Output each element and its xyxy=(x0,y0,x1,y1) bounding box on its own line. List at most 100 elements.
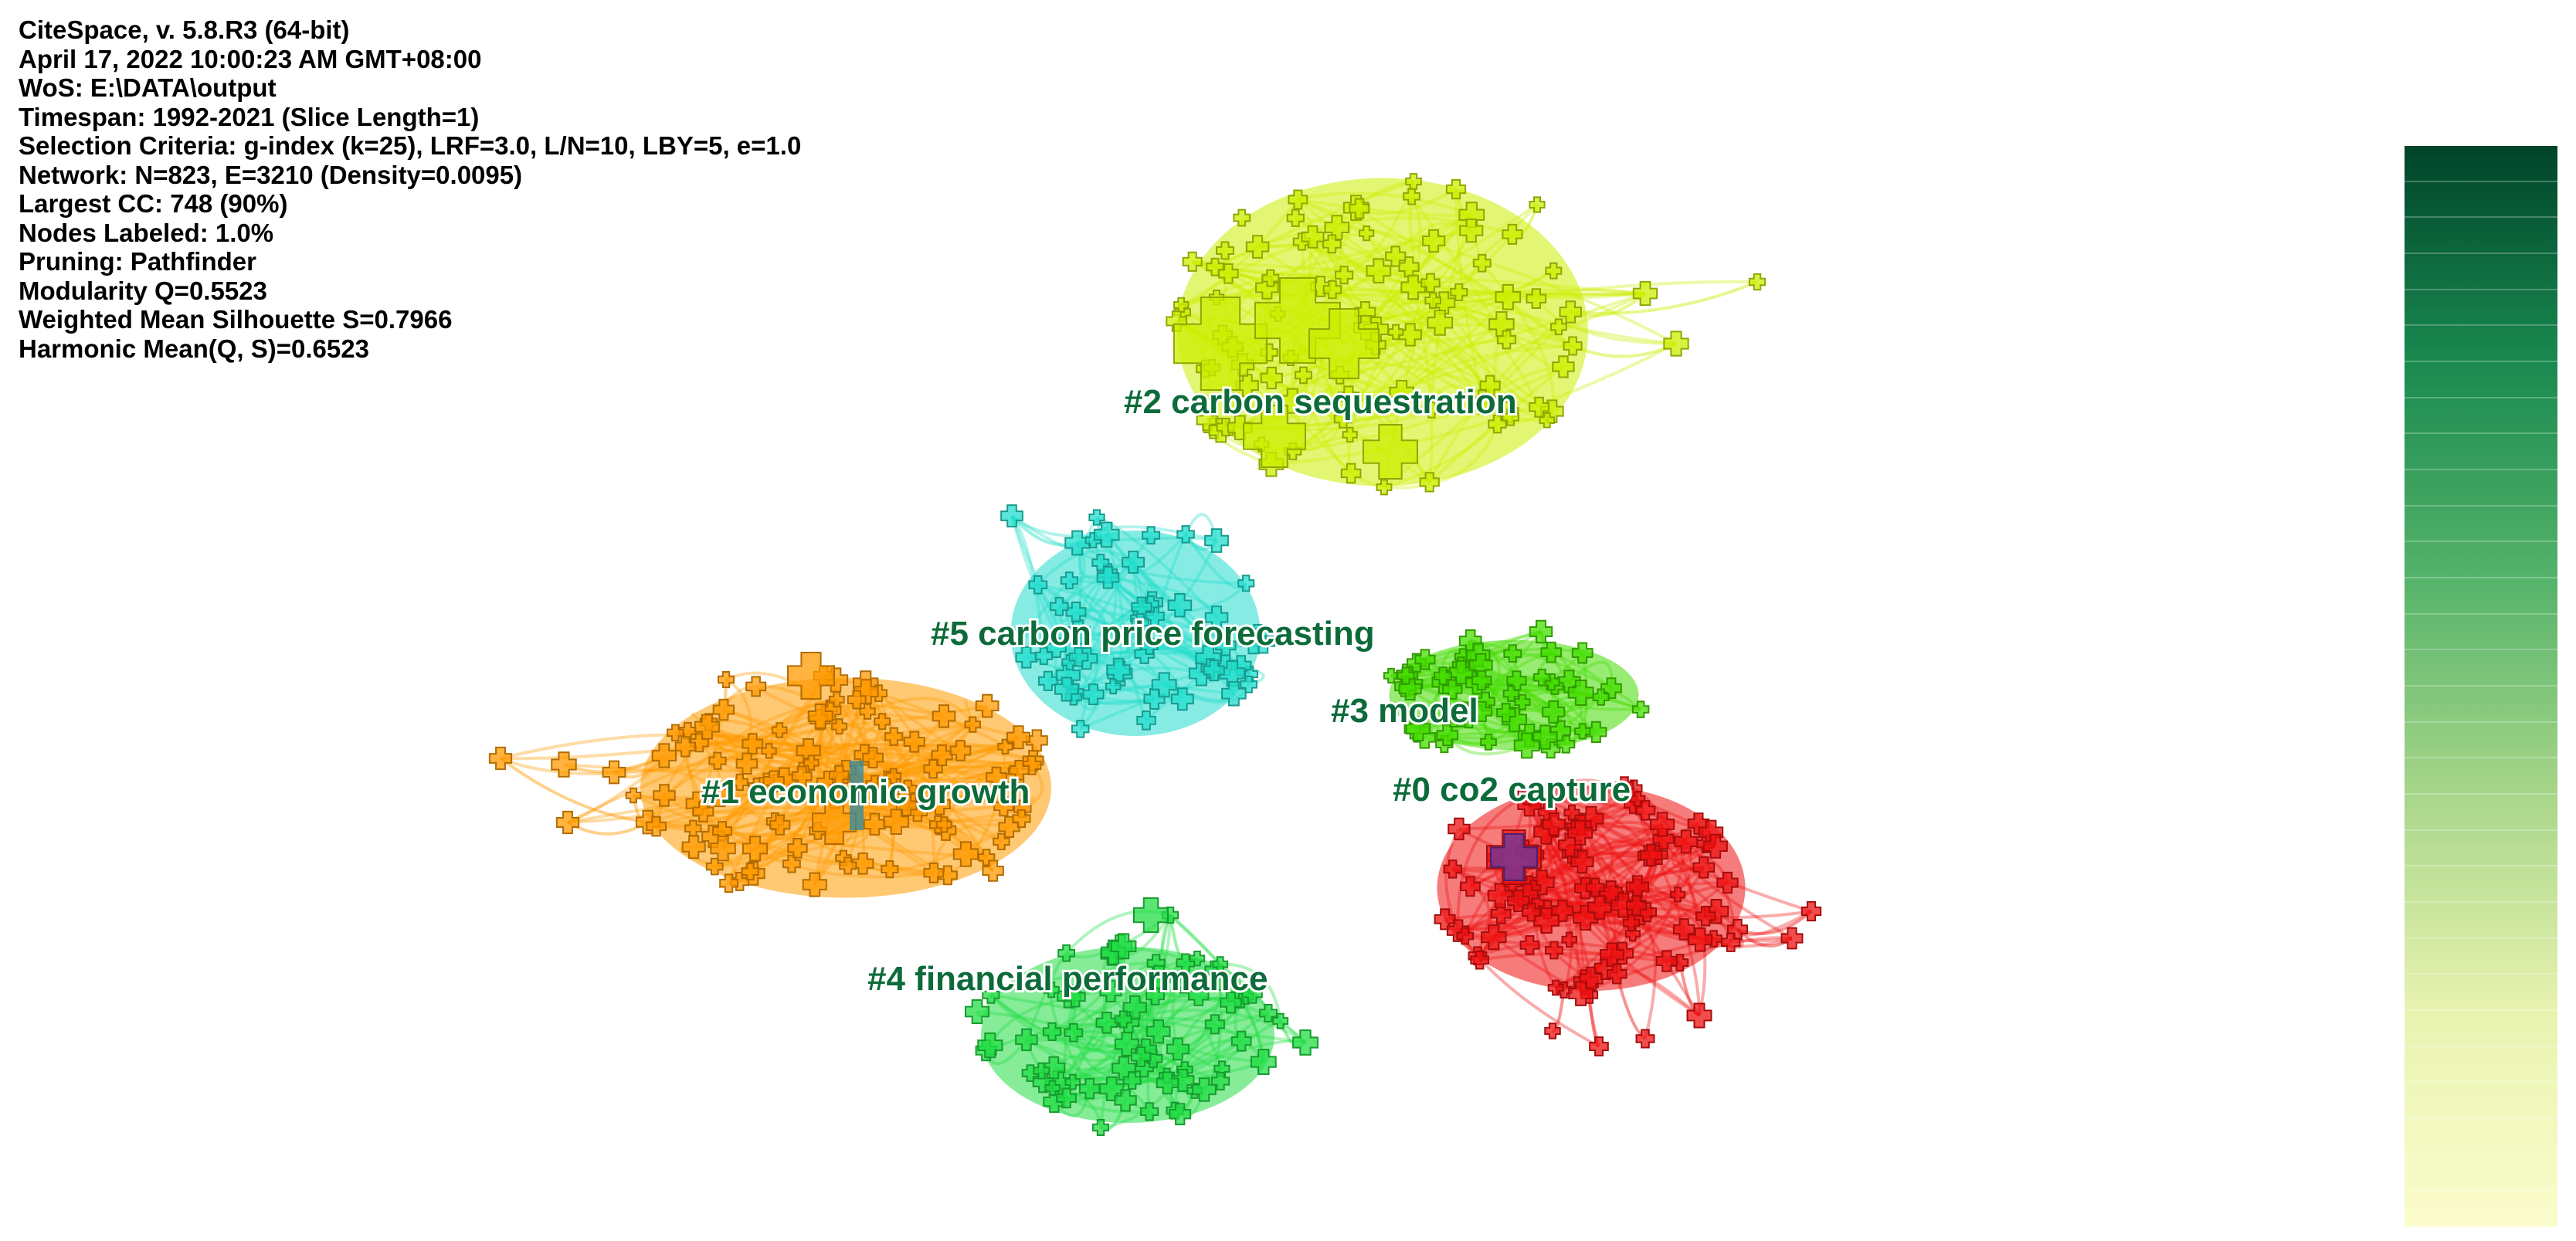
reference-node[interactable] xyxy=(1037,670,1058,691)
reference-node[interactable] xyxy=(1513,732,1540,759)
reference-node[interactable] xyxy=(1272,1012,1289,1029)
reference-node[interactable] xyxy=(1169,1103,1192,1126)
reference-node[interactable] xyxy=(1470,950,1489,970)
reference-node[interactable] xyxy=(1614,776,1634,795)
reference-node[interactable] xyxy=(1071,720,1090,738)
reference-node[interactable] xyxy=(1389,379,1415,405)
reference-node[interactable] xyxy=(1203,659,1225,682)
reference-node[interactable] xyxy=(712,698,735,721)
reference-node[interactable] xyxy=(742,836,769,862)
reference-node[interactable] xyxy=(1292,1029,1319,1056)
reference-node[interactable] xyxy=(1146,1019,1171,1044)
reference-node[interactable] xyxy=(1337,385,1360,409)
reference-node[interactable] xyxy=(883,809,910,835)
reference-node[interactable] xyxy=(839,856,857,875)
reference-node[interactable] xyxy=(1427,309,1454,336)
reference-node[interactable] xyxy=(1064,986,1086,1008)
reference-node[interactable] xyxy=(1780,927,1804,950)
reference-node[interactable] xyxy=(1188,985,1210,1006)
reference-node[interactable] xyxy=(1471,700,1493,723)
reference-node[interactable] xyxy=(1624,926,1641,942)
reference-node[interactable] xyxy=(1695,906,1716,927)
reference-node[interactable] xyxy=(1192,1077,1217,1102)
reference-node[interactable] xyxy=(1726,918,1749,941)
reference-node[interactable] xyxy=(1496,703,1516,723)
reference-node[interactable] xyxy=(710,835,736,862)
reference-node[interactable] xyxy=(1015,1028,1038,1052)
reference-node[interactable] xyxy=(791,765,813,787)
reference-node[interactable] xyxy=(1114,1010,1132,1029)
reference-node[interactable] xyxy=(1012,809,1031,829)
reference-node[interactable] xyxy=(1422,229,1446,253)
reference-node[interactable] xyxy=(1385,246,1407,267)
reference-node[interactable] xyxy=(787,838,808,859)
reference-node[interactable] xyxy=(935,816,952,833)
reference-node[interactable] xyxy=(1366,258,1392,284)
reference-node[interactable] xyxy=(1567,819,1593,846)
reference-node[interactable] xyxy=(1487,883,1513,909)
reference-node[interactable] xyxy=(1064,1022,1084,1043)
reference-node[interactable] xyxy=(488,746,513,771)
reference-node[interactable] xyxy=(742,733,764,754)
reference-node[interactable] xyxy=(1034,646,1054,666)
reference-node[interactable] xyxy=(1517,785,1538,805)
reference-node[interactable] xyxy=(1333,409,1352,429)
reference-node[interactable] xyxy=(1567,679,1594,706)
reference-node[interactable] xyxy=(1640,843,1663,866)
reference-node[interactable] xyxy=(1044,1080,1061,1097)
reference-node[interactable] xyxy=(1519,935,1540,955)
reference-node[interactable] xyxy=(1490,833,1538,881)
reference-node[interactable] xyxy=(1585,877,1605,897)
reference-node[interactable] xyxy=(1167,592,1193,618)
reference-node[interactable] xyxy=(1655,950,1678,972)
reference-node[interactable] xyxy=(1212,956,1229,973)
reference-node[interactable] xyxy=(1420,273,1441,293)
reference-node[interactable] xyxy=(1176,953,1196,973)
reference-node[interactable] xyxy=(1634,800,1656,821)
reference-node[interactable] xyxy=(1322,280,1342,300)
reference-node[interactable] xyxy=(1358,225,1375,242)
reference-node[interactable] xyxy=(949,740,972,761)
reference-node[interactable] xyxy=(1506,670,1527,691)
reference-node[interactable] xyxy=(1033,1062,1050,1080)
reference-node[interactable] xyxy=(1443,860,1462,879)
reference-node[interactable] xyxy=(1571,642,1593,664)
reference-node[interactable] xyxy=(1230,1030,1252,1052)
reference-node[interactable] xyxy=(1260,366,1283,390)
reference-node[interactable] xyxy=(1176,525,1195,544)
reference-node[interactable] xyxy=(1122,995,1147,1020)
reference-node[interactable] xyxy=(1254,277,1341,364)
reference-node[interactable] xyxy=(1570,849,1594,874)
reference-node[interactable] xyxy=(895,795,918,816)
reference-node[interactable] xyxy=(1550,318,1567,336)
reference-node[interactable] xyxy=(674,736,697,758)
reference-node[interactable] xyxy=(812,800,857,845)
reference-node[interactable] xyxy=(1403,188,1420,205)
reference-node[interactable] xyxy=(1398,676,1422,701)
reference-node[interactable] xyxy=(787,652,835,700)
reference-node[interactable] xyxy=(1106,657,1131,683)
reference-node[interactable] xyxy=(1140,637,1159,656)
reference-node[interactable] xyxy=(705,857,724,876)
reference-node[interactable] xyxy=(884,727,904,746)
reference-node[interactable] xyxy=(1488,414,1507,434)
reference-node[interactable] xyxy=(862,747,884,769)
reference-node[interactable] xyxy=(1419,472,1440,493)
reference-node[interactable] xyxy=(1496,330,1517,350)
reference-node[interactable] xyxy=(850,761,864,830)
reference-node[interactable] xyxy=(829,765,850,785)
reference-node[interactable] xyxy=(986,766,1007,788)
reference-node[interactable] xyxy=(1241,982,1263,1004)
reference-node[interactable] xyxy=(1216,241,1234,260)
reference-node[interactable] xyxy=(1032,1071,1054,1094)
reference-node[interactable] xyxy=(1131,596,1152,618)
reference-node[interactable] xyxy=(1250,1049,1277,1075)
reference-node[interactable] xyxy=(1204,528,1229,553)
reference-node[interactable] xyxy=(1151,672,1177,698)
reference-node[interactable] xyxy=(694,714,720,740)
reference-node[interactable] xyxy=(1480,734,1497,751)
reference-node[interactable] xyxy=(741,863,759,881)
reference-node[interactable] xyxy=(1559,300,1583,324)
reference-node[interactable] xyxy=(1540,641,1563,663)
reference-node[interactable] xyxy=(1622,914,1641,932)
